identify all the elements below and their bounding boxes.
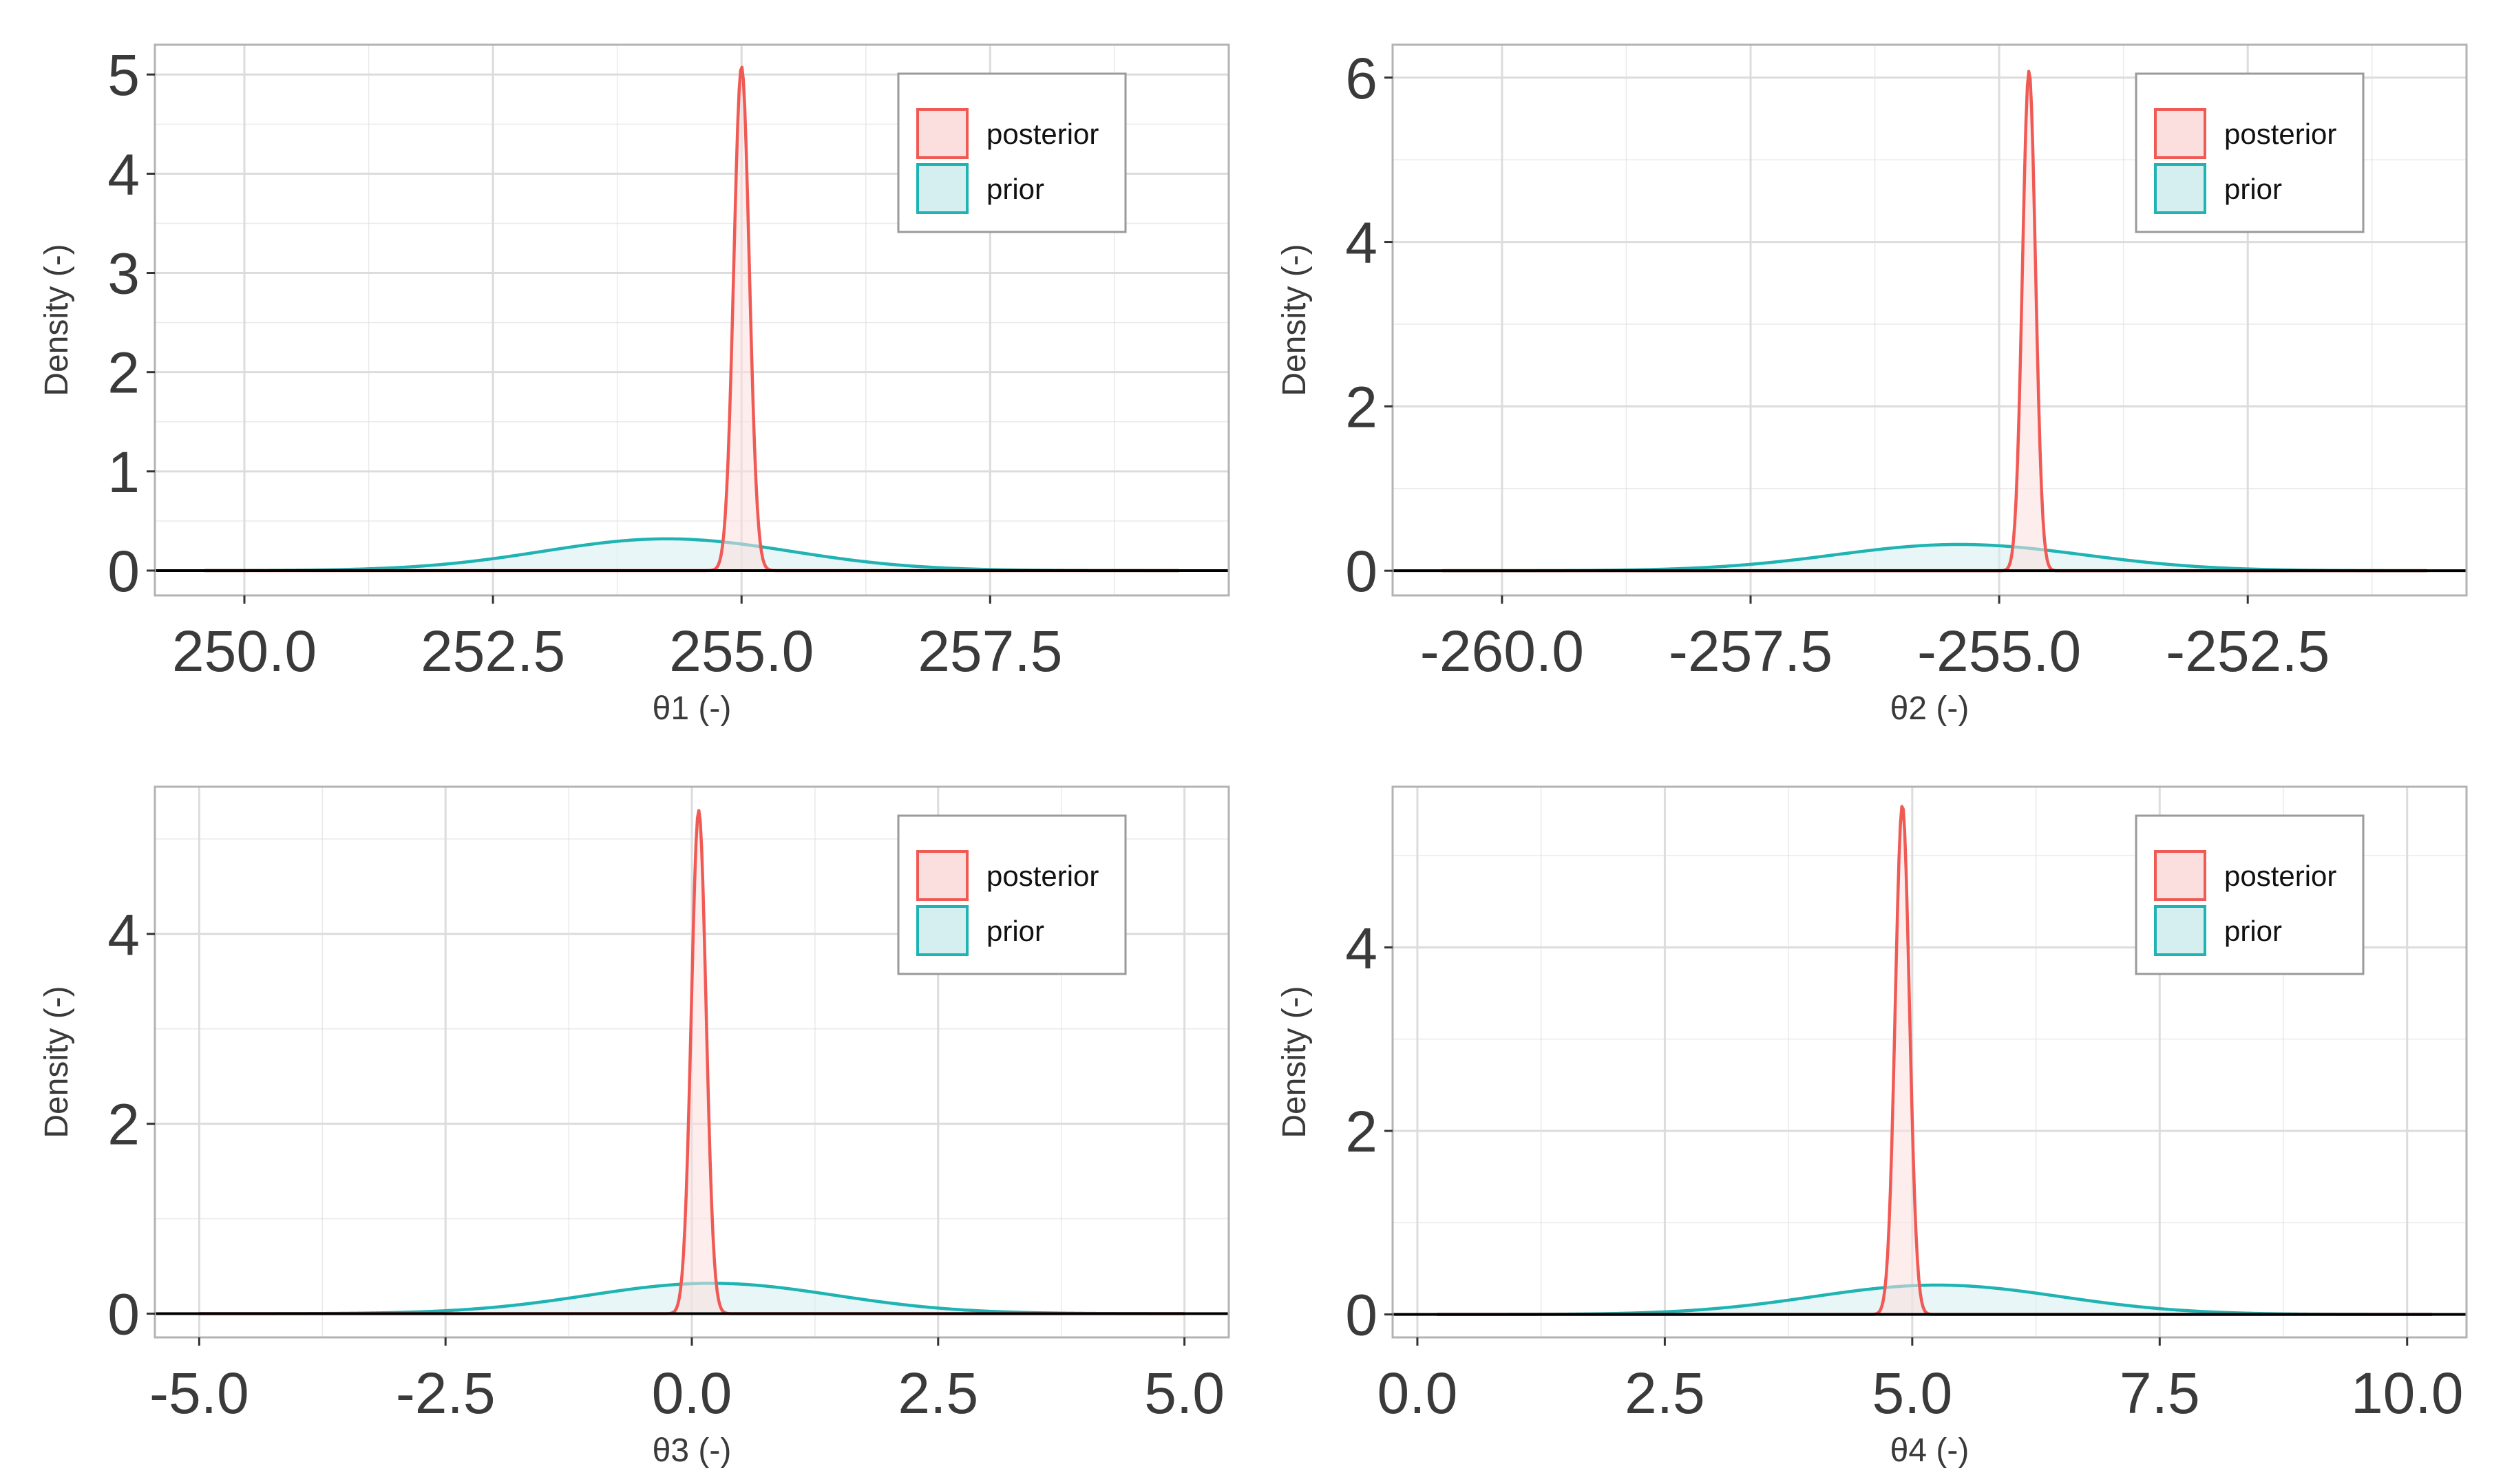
x-tick-label: 0.0: [652, 1361, 732, 1425]
legend-label-prior: prior: [2224, 173, 2282, 205]
legend-label-posterior: posterior: [986, 860, 1099, 892]
panel-border: [154, 43, 1230, 597]
y-tick-label: 0: [107, 1282, 140, 1347]
chart-panel-4: 0.0 2.5 5.0 7.5 10.0 0 2 4 θ4 (-) Density (-) post…: [1276, 785, 2468, 1469]
legend-label-prior: prior: [986, 915, 1044, 947]
x-tick-label: 255.0: [669, 619, 814, 683]
x-tick-label: 257.5: [918, 619, 1062, 683]
y-tick-label: 4: [107, 902, 140, 967]
y-tick-label: 4: [107, 142, 140, 206]
x-tick-label: 2.5: [1625, 1361, 1705, 1425]
x-tick-label: -5.0: [149, 1361, 249, 1425]
y-tick-label: 0: [1345, 539, 1377, 604]
x-tick-label: 5.0: [1144, 1361, 1225, 1425]
x-tick-label: 252.5: [421, 619, 565, 683]
x-axis-title: θ2 (-): [1890, 690, 1969, 727]
y-tick-label: 2: [107, 341, 140, 405]
x-tick-label: 0.0: [1377, 1361, 1458, 1425]
x-axis-title: θ4 (-): [1890, 1432, 1969, 1469]
x-tick-label: -255.0: [1917, 619, 2081, 683]
x-axis-title: θ3 (-): [653, 1432, 732, 1469]
prior-density-area: [1442, 544, 2427, 571]
legend-swatch-posterior: [2154, 850, 2206, 901]
y-tick-label: 4: [1345, 211, 1377, 275]
y-axis-title: Density (-): [1276, 986, 1313, 1138]
legend-swatch-posterior: [916, 108, 969, 159]
x-tick-label: -2.5: [396, 1361, 496, 1425]
legend-label-posterior: posterior: [986, 118, 1099, 150]
legend-label-prior: prior: [986, 173, 1044, 205]
legend: posterior prior: [2135, 814, 2365, 975]
y-tick-label: 1: [107, 440, 140, 505]
x-tick-label: 5.0: [1872, 1361, 1952, 1425]
x-tick-label: 250.0: [172, 619, 317, 683]
legend-swatch-posterior: [2154, 108, 2206, 159]
y-axis-title: Density (-): [39, 244, 75, 396]
legend-swatch-prior: [2154, 905, 2206, 956]
legend-label-posterior: posterior: [2224, 860, 2336, 892]
legend-swatch-prior: [916, 163, 969, 214]
legend-swatch-prior: [2154, 163, 2206, 214]
prior-density-area: [204, 538, 1179, 571]
legend-swatch-prior: [916, 905, 969, 956]
y-tick-label: 2: [1345, 374, 1377, 439]
panel-border: [1391, 785, 2468, 1339]
y-tick-label: 0: [1345, 1283, 1377, 1348]
x-tick-label: 10.0: [2351, 1361, 2464, 1425]
legend-swatch-posterior: [916, 850, 969, 901]
prior-density-area: [1437, 1285, 2432, 1315]
chart-panel-2: -260.0 -257.5 -255.0 -252.5 0 2 4 6 θ2 (-) Densit…: [1276, 43, 2468, 727]
x-tick-label: -257.5: [1669, 619, 1833, 683]
chart-panel-3: -5.0 -2.5 0.0 2.5 5.0 0 2 4 θ3 (-) Density (-) pos…: [39, 785, 1230, 1469]
x-axis-title: θ1 (-): [653, 690, 732, 727]
y-tick-label: 2: [1345, 1099, 1377, 1164]
x-tick-label: -252.5: [2166, 619, 2330, 683]
y-tick-label: 5: [107, 43, 140, 107]
x-tick-label: 7.5: [2120, 1361, 2200, 1425]
chart-panel-1: 250.0 252.5 255.0 257.5 0 1 2 3 4 5 θ1 (-) Density …: [39, 43, 1230, 727]
legend: posterior prior: [897, 814, 1127, 975]
y-tick-label: 6: [1345, 46, 1377, 111]
x-tick-label: -260.0: [1420, 619, 1584, 683]
x-tick-label: 2.5: [898, 1361, 978, 1425]
y-axis-title: Density (-): [1276, 244, 1313, 396]
y-tick-label: 2: [107, 1092, 140, 1157]
legend-label-prior: prior: [2224, 915, 2282, 947]
legend: posterior prior: [2135, 72, 2365, 233]
y-axis-title: Density (-): [39, 986, 75, 1138]
y-tick-label: 0: [107, 539, 140, 604]
y-tick-label: 4: [1345, 915, 1377, 980]
legend: posterior prior: [897, 72, 1127, 233]
posterior-density-area: [199, 810, 1185, 1314]
panel-border: [1391, 43, 2468, 597]
legend-label-posterior: posterior: [2224, 118, 2336, 150]
y-tick-label: 3: [107, 242, 140, 306]
